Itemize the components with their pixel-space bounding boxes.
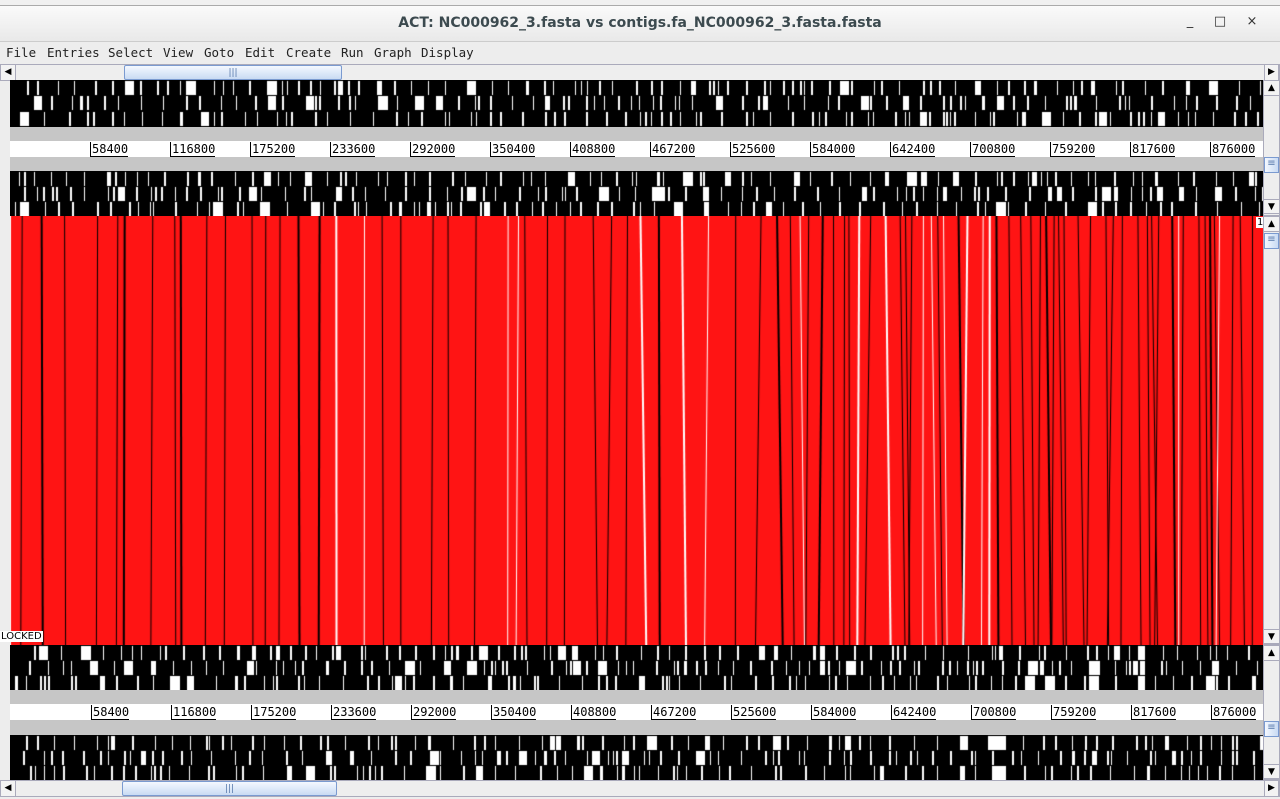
ruler-tick-label: 292000	[411, 705, 457, 720]
top-genome-forward-features[interactable]	[10, 80, 1263, 127]
ruler-tick-label: 233600	[331, 705, 377, 720]
separator	[10, 720, 1263, 735]
ruler-tick-label: 408800	[571, 705, 617, 720]
ruler-tick-label: 759200	[1050, 142, 1096, 157]
scroll-up-arrow-icon[interactable]: ▲	[1264, 646, 1279, 661]
ruler-tick-label: 759200	[1051, 705, 1097, 720]
ruler-tick-label: 525600	[731, 705, 777, 720]
ruler-tick-label: 116800	[170, 142, 216, 157]
menu-display[interactable]: Display	[421, 45, 474, 60]
menu-edit[interactable]: Edit	[245, 45, 276, 60]
maximize-button[interactable]: □	[1213, 14, 1227, 29]
ruler-tick-label: 292000	[410, 142, 456, 157]
ruler-tick-label: 467200	[650, 142, 696, 157]
menu-run[interactable]: Run	[341, 45, 364, 60]
desktop-top-strip	[0, 0, 1280, 6]
ruler-tick-label: 876000	[1211, 705, 1257, 720]
locked-label: LOCKED	[0, 631, 43, 642]
menu-goto[interactable]: Goto	[204, 45, 235, 60]
bottom-sequence-ruler: 58400 116800 175200 233600 292000 350400 40880…	[10, 704, 1263, 720]
ruler-tick-label: 584000	[810, 142, 856, 157]
menu-bar: File Entries Select View Goto Edit Creat…	[0, 42, 1280, 64]
bottom-vertical-scrollbar[interactable]: ▲ ≡ ▼	[1263, 645, 1280, 780]
bottom-genome-forward-features[interactable]	[10, 645, 1263, 690]
scroll-down-arrow-icon[interactable]: ▼	[1264, 199, 1279, 214]
ruler-tick-label: 350400	[490, 142, 536, 157]
scroll-right-arrow-icon[interactable]: ▶	[1264, 65, 1279, 80]
top-horizontal-scrollbar[interactable]: ◀ ||| ▶	[0, 64, 1280, 81]
top-sequence-ruler: 58400 116800 175200 233600 292000 350400 40880…	[10, 141, 1263, 157]
menu-view[interactable]: View	[163, 45, 194, 60]
ruler-tick-label: 700800	[970, 142, 1016, 157]
title-bar: ACT: NC000962_3.fasta vs contigs.fa_NC00…	[0, 6, 1280, 42]
scroll-thumb[interactable]: |||	[124, 65, 342, 80]
top-genome-reverse-features[interactable]	[10, 171, 1263, 216]
menu-file[interactable]: File	[6, 45, 37, 60]
ruler-tick-label: 876000	[1210, 142, 1256, 157]
bottom-genome-reverse-features[interactable]	[10, 735, 1263, 780]
ruler-tick-label: 467200	[651, 705, 697, 720]
ruler-tick-label: 408800	[570, 142, 616, 157]
ruler-tick-label: 233600	[330, 142, 376, 157]
top-vertical-scrollbar[interactable]: ▲ ≡ ▼	[1263, 80, 1280, 216]
menu-graph[interactable]: Graph	[374, 45, 412, 60]
scroll-right-arrow-icon[interactable]: ▶	[1264, 781, 1279, 796]
ruler-tick-label: 700800	[971, 705, 1017, 720]
scroll-down-arrow-icon[interactable]: ▼	[1264, 629, 1279, 644]
bottom-horizontal-scrollbar[interactable]: ◀ ||| ▶	[0, 780, 1280, 797]
menu-entries[interactable]: Entries	[47, 45, 100, 60]
separator	[10, 690, 1263, 704]
ruler-tick-label: 116800	[171, 705, 217, 720]
ruler-tick-label: 642400	[890, 142, 936, 157]
menu-select[interactable]: Select	[108, 45, 154, 60]
scroll-up-arrow-icon[interactable]: ▲	[1264, 217, 1279, 232]
ruler-tick-label: 525600	[730, 142, 776, 157]
ruler-tick-label: 58400	[90, 142, 129, 157]
ruler-tick-label: 584000	[811, 705, 857, 720]
ruler-tick-label: 817600	[1130, 142, 1176, 157]
scroll-up-arrow-icon[interactable]: ▲	[1264, 81, 1279, 96]
separator	[10, 127, 1263, 141]
separator	[10, 157, 1263, 171]
comparison-vertical-scrollbar[interactable]: ▲ ≡ ▼	[1263, 216, 1280, 645]
ruler-tick-label: 175200	[250, 142, 296, 157]
close-button[interactable]: ×	[1246, 14, 1258, 29]
ruler-tick-label: 350400	[491, 705, 537, 720]
ruler-tick-label: 58400	[91, 705, 130, 720]
scroll-thumb[interactable]: ≡	[1264, 721, 1279, 737]
scroll-left-arrow-icon[interactable]: ◀	[1, 781, 16, 796]
menu-create[interactable]: Create	[286, 45, 332, 60]
scroll-down-arrow-icon[interactable]: ▼	[1264, 764, 1279, 779]
window-title: ACT: NC000962_3.fasta vs contigs.fa_NC00…	[398, 15, 882, 31]
minimize-button[interactable]: _	[1186, 14, 1194, 29]
scroll-thumb[interactable]: ≡	[1264, 233, 1279, 249]
scroll-thumb[interactable]: ≡	[1264, 157, 1279, 173]
comparison-alignment-view[interactable]	[10, 216, 1263, 645]
ruler-tick-label: 817600	[1131, 705, 1177, 720]
comparison-marker-label: 1	[1256, 217, 1265, 228]
scroll-thumb[interactable]: |||	[122, 781, 337, 796]
scroll-left-arrow-icon[interactable]: ◀	[1, 65, 16, 80]
ruler-tick-label: 642400	[891, 705, 937, 720]
ruler-tick-label: 175200	[251, 705, 297, 720]
